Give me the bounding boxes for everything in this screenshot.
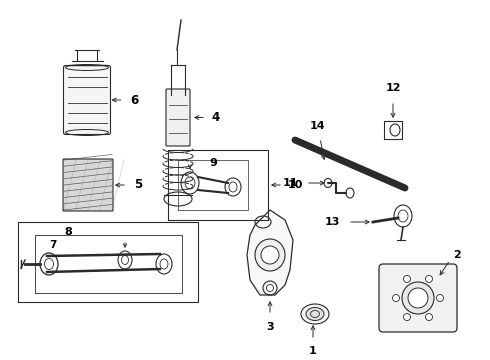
Text: 5: 5: [134, 179, 142, 192]
Text: 6: 6: [130, 94, 139, 107]
Ellipse shape: [402, 282, 434, 314]
Ellipse shape: [255, 239, 285, 271]
Text: 12: 12: [385, 83, 401, 93]
FancyBboxPatch shape: [64, 66, 111, 135]
Ellipse shape: [403, 275, 411, 283]
FancyBboxPatch shape: [166, 89, 190, 146]
Text: 4: 4: [211, 111, 219, 124]
Ellipse shape: [306, 307, 324, 320]
Polygon shape: [247, 210, 293, 295]
Text: 7: 7: [49, 240, 57, 250]
Ellipse shape: [403, 314, 411, 320]
Text: 9: 9: [209, 158, 217, 168]
Text: 2: 2: [453, 250, 461, 260]
Ellipse shape: [392, 294, 399, 302]
Text: 11: 11: [283, 178, 298, 188]
Ellipse shape: [425, 275, 433, 283]
Ellipse shape: [301, 304, 329, 324]
FancyBboxPatch shape: [379, 264, 457, 332]
Text: 14: 14: [309, 121, 325, 131]
Text: 3: 3: [266, 322, 274, 332]
Text: 1: 1: [309, 346, 317, 356]
Ellipse shape: [437, 294, 443, 302]
Text: 8: 8: [64, 227, 72, 237]
Ellipse shape: [261, 246, 279, 264]
Ellipse shape: [408, 288, 428, 308]
FancyBboxPatch shape: [63, 159, 113, 211]
Text: 10: 10: [288, 180, 303, 190]
Text: 13: 13: [325, 217, 340, 227]
Ellipse shape: [425, 314, 433, 320]
